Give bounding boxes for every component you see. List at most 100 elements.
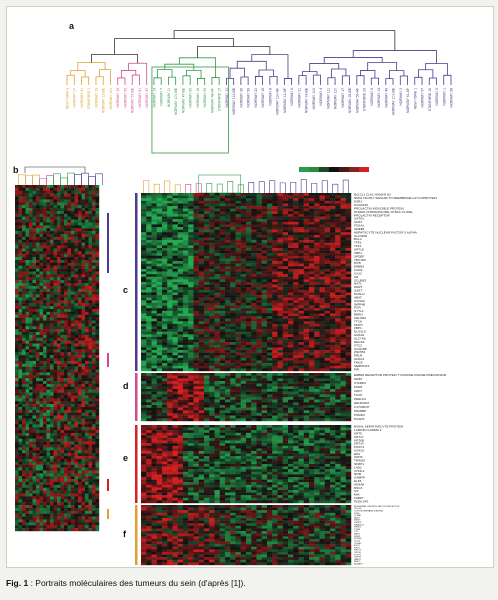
heatmap-b-cell — [71, 505, 75, 509]
heatmap-c-cell — [277, 253, 283, 257]
heatmap-b-cell — [50, 245, 54, 249]
heatmap-b-cell — [15, 493, 19, 497]
heatmap-b-cell — [22, 254, 26, 258]
heatmap-c-cell — [183, 295, 189, 298]
heatmap-b-cell — [22, 303, 26, 307]
heatmap-c-cell — [225, 224, 231, 228]
heatmap-b-cell — [78, 257, 82, 261]
heatmap-b-cell — [78, 513, 82, 517]
heatmap-c-cell — [335, 292, 341, 296]
heatmap-b-cell — [74, 265, 79, 269]
heatmap-c-cell — [225, 302, 231, 306]
heatmap-c-cell — [303, 206, 310, 209]
heatmap-b-cell — [85, 421, 89, 425]
heatmap-c-cell — [298, 200, 304, 204]
heatmap-c-cell — [319, 268, 325, 272]
heatmap-b-cell — [22, 383, 26, 388]
heatmap-c-cell — [314, 305, 320, 309]
heatmap-b-cell — [71, 245, 75, 249]
heatmap-c-cell — [256, 253, 262, 257]
heatmap-c-cell — [156, 216, 163, 220]
heatmap-c-cell — [141, 318, 147, 322]
heatmap-b-cell — [64, 254, 68, 258]
heatmap-b-cell — [43, 386, 47, 390]
heatmap-c-cell — [261, 274, 268, 277]
heatmap-b-cell — [53, 337, 58, 341]
heatmap-b-cell — [81, 395, 86, 399]
heatmap-b-cell — [36, 516, 40, 520]
heatmap-b-cell — [29, 444, 33, 448]
heatmap-c-cell — [177, 295, 184, 298]
heatmap-b-cell — [29, 392, 33, 396]
heatmap-b-cell — [95, 369, 100, 373]
heatmap-c-cell — [272, 255, 278, 259]
heatmap-b-cell — [67, 317, 72, 321]
heatmap-b-cell — [46, 404, 51, 408]
heatmap-c-cell — [340, 263, 346, 267]
heatmap-b-cell — [92, 271, 96, 275]
heatmap-c-cell — [183, 289, 189, 293]
heatmap-b-cell — [32, 234, 37, 238]
heatmap-b-cell — [25, 288, 30, 292]
heatmap-b-cell — [46, 332, 51, 336]
heatmap-b-cell — [88, 242, 93, 246]
heatmap-b-cell — [71, 311, 75, 315]
heatmap-b-cell — [39, 337, 44, 341]
heatmap-c-cell — [330, 292, 336, 296]
heatmap-c-cell — [288, 221, 294, 225]
heatmap-b-cell — [15, 340, 19, 344]
heatmap-b-cell — [36, 432, 40, 437]
heatmap-c-cell — [309, 279, 315, 283]
heatmap-c-cell — [256, 297, 262, 301]
heatmap-b-cell — [25, 317, 30, 321]
heatmap-c-cell — [345, 302, 352, 306]
heatmap-b-cell — [18, 308, 23, 313]
heatmap-b-cell — [71, 522, 75, 526]
heatmap-b-cell — [53, 456, 58, 460]
heatmap-b-cell — [53, 349, 58, 353]
heatmap-c-cell — [235, 208, 241, 212]
heatmap-c-cell — [151, 227, 157, 230]
heatmap-b-cell — [15, 513, 19, 517]
heatmap-b-cell — [18, 450, 23, 454]
heatmap-b-cell — [78, 412, 82, 416]
heatmap-c-cell — [219, 266, 226, 270]
heatmap-c-cell — [277, 276, 283, 280]
heatmap-c-cell — [188, 274, 194, 277]
heatmap-b-cell — [57, 409, 61, 413]
heatmap-b-cell — [29, 326, 33, 330]
heatmap-b-cell — [85, 516, 89, 520]
heatmap-b-cell — [46, 340, 51, 344]
heatmap-c-cell — [267, 310, 273, 314]
heatmap-b-cell — [22, 447, 26, 451]
heatmap-b-cell — [57, 453, 61, 457]
heatmap-b-cell — [39, 464, 44, 468]
heatmap-b-cell — [57, 378, 61, 382]
heatmap-b-cell — [18, 323, 23, 327]
heatmap-b-cell — [43, 484, 47, 488]
heatmap-b-cell — [53, 340, 58, 344]
heatmap-c-cell — [293, 240, 299, 243]
heatmap-b-cell — [15, 479, 19, 483]
heatmap-c-cell — [256, 224, 262, 228]
heatmap-c-cell — [162, 297, 168, 301]
heatmap-b-cell — [85, 208, 89, 212]
heatmap-c-cell — [188, 203, 194, 207]
heatmap-b-cell — [71, 303, 75, 307]
heatmap-b-cell — [71, 401, 75, 405]
heatmap-c-cell — [219, 234, 226, 238]
dendrogram-branch — [229, 67, 245, 79]
heatmap-b-cell — [95, 392, 100, 396]
heatmap-c-cell — [188, 219, 194, 222]
heatmap-b-cell — [50, 389, 54, 393]
heatmap-b-cell — [78, 430, 82, 434]
heatmap-c-cell — [193, 229, 199, 233]
heatmap-b-cell — [88, 196, 93, 200]
heatmap-b-cell — [32, 257, 37, 261]
heatmap-c-cell — [272, 232, 278, 236]
heatmap-c-cell — [319, 316, 325, 319]
heatmap-b-cell — [78, 398, 82, 402]
heatmap-b-cell — [78, 317, 82, 321]
heatmap-b-cell — [74, 268, 79, 272]
heatmap-c-cell — [330, 289, 336, 293]
